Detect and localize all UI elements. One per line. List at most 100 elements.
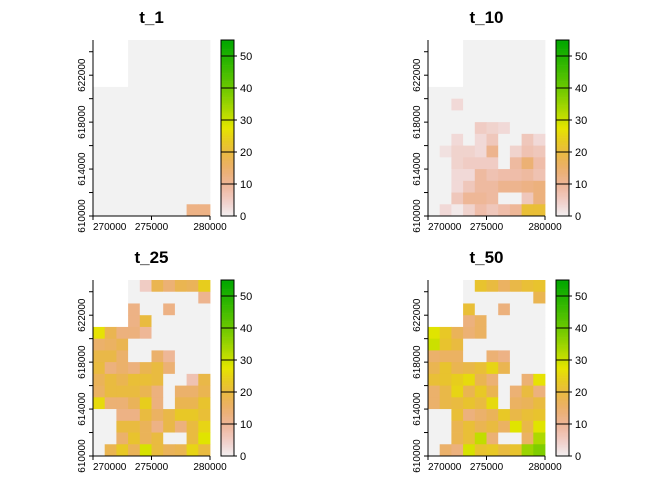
legend-tick-label: 0 [240,451,246,463]
raster-cell [163,303,176,316]
raster-cell [498,98,511,111]
raster-cell [198,303,211,316]
raster-cell [186,133,199,146]
raster-cell [521,432,534,445]
legend-color-step [221,121,234,124]
legend-color-step [556,60,569,63]
legend-color-step [221,281,234,284]
legend-color-step [221,195,234,198]
raster-cell [521,315,534,328]
y-tick-label: 614000 [412,392,423,426]
raster-cell [198,110,211,123]
raster-cell [163,122,176,135]
raster-cell [439,157,452,170]
raster-cell [93,204,106,217]
legend-color-step [221,344,234,346]
legend-color-step [556,54,569,57]
raster-cell [451,409,464,422]
legend-color-step [221,452,234,455]
panel-title: t_25 [134,248,168,267]
legend-color-step [221,436,234,439]
raster-cell [151,110,164,123]
legend-color-step [221,152,234,154]
legend-color-step [221,44,234,47]
raster-cell [128,373,141,386]
y-tick-label: 622000 [77,298,88,332]
legend-tick-label: 40 [240,83,252,95]
legend-color-step [556,171,569,174]
legend-color-step [221,430,234,433]
legend-color-step [221,206,234,209]
panel-t_1: t_1 270000 275000 280000 610000 614000 618000 6… [77,8,252,233]
raster-cell [474,291,487,304]
raster-cell [104,338,117,351]
legend-color-step [556,166,569,169]
raster-cell [486,169,499,182]
legend-color-step [221,433,234,436]
raster-cell [93,110,106,123]
legend-color-step [556,129,569,132]
raster-cell [198,169,211,182]
legend-color-step [556,188,569,191]
raster-cell [463,133,476,146]
legend-color-step [221,326,234,329]
raster-cell [151,204,164,217]
raster-cell [163,63,176,76]
legend-color-step [556,312,569,314]
raster-cell [139,180,152,193]
raster-cell [439,373,452,386]
raster-cell [439,192,452,205]
raster-cell [521,350,534,363]
legend-color-step [221,451,234,454]
raster-cell [198,409,211,422]
legend-color-step [556,432,569,434]
raster-cell [521,51,534,64]
legend-color-step [556,48,569,50]
color-legend: 0 10 20 30 40 50 [555,279,587,463]
legend-tick-label: 30 [240,355,252,367]
legend-tick-label: 40 [240,323,252,335]
raster-cell [474,51,487,64]
raster-cell [151,444,164,457]
legend-color-step [221,201,234,204]
raster-cell [439,86,452,100]
raster-cell [509,397,522,410]
legend-color-step [221,310,234,313]
raster-cell [509,169,522,182]
raster-cell [439,169,452,182]
raster-cell [163,444,176,457]
raster-cell [486,373,499,386]
raster-cell [474,420,487,433]
raster-cell [163,75,176,88]
legend-color-step [556,307,569,310]
raster-cell [163,204,176,217]
raster-cell [521,133,534,146]
legend-tick-label: 40 [575,323,587,335]
raster-cell [451,373,464,386]
legend-color-step [556,334,569,337]
raster-cell [428,397,441,410]
legend-color-step [556,328,569,330]
legend-color-step [556,384,569,386]
raster-cell [486,133,499,146]
raster-cell [163,133,176,146]
raster-cell [104,326,117,340]
legend-color-step [221,78,234,81]
legend-color-step [221,161,234,164]
legend-color-step [556,76,569,79]
legend-color-step [556,96,569,98]
raster-cell [186,86,199,100]
raster-cell [151,362,164,375]
raster-cell [93,98,106,111]
raster-cell [533,110,546,123]
legend-color-step [221,340,234,343]
legend-tick-label: 50 [575,291,587,303]
legend-color-step [556,104,569,106]
raster-cell [533,145,546,158]
raster-cell [151,180,164,193]
y-tick-label: 610000 [412,439,423,473]
legend-color-step [221,43,234,46]
legend-color-step [556,179,569,182]
raster-cell [486,40,499,53]
legend-color-step [221,177,234,180]
